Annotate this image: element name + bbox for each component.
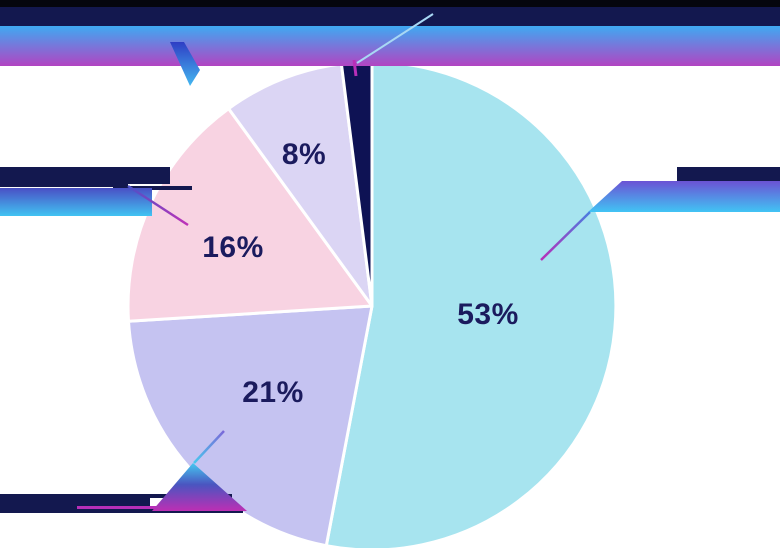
leader-line-bottom-to-21-percent (193, 430, 225, 464)
gradient-smear-band-left (0, 188, 152, 216)
magenta-smear-line-bottom (77, 506, 183, 509)
value-label-21-percent: 21% (242, 376, 304, 409)
leader-line-right-to-53-percent (540, 211, 591, 261)
redacted-label-bar-left-step (0, 183, 128, 187)
leader-line-top-to-2-percent (356, 13, 434, 64)
gradient-smear-band-top (0, 26, 780, 66)
value-label-8-percent: 8% (281, 138, 327, 171)
top-black-strip (0, 0, 780, 7)
redacted-bar-bottom-thin-bottom (0, 509, 243, 513)
gradient-smear-triangle-bottom (152, 463, 247, 511)
pie-slice-21-percent (127, 304, 374, 548)
pie-slice-53-percent (324, 60, 618, 548)
leader-line-tip-magenta (352, 59, 358, 77)
value-label-16-percent: 16% (202, 231, 264, 264)
redacted-label-bar-left-tail (113, 186, 192, 190)
value-label-53-percent: 53% (457, 298, 519, 331)
leader-line-left-to-16-percent (127, 184, 189, 227)
redacted-label-bar-left (0, 167, 170, 184)
redacted-label-bar-top (0, 7, 780, 26)
pie (126, 60, 618, 548)
gradient-smear-wedge-top-left (170, 42, 200, 86)
gradient-smear-band-right (588, 181, 780, 212)
